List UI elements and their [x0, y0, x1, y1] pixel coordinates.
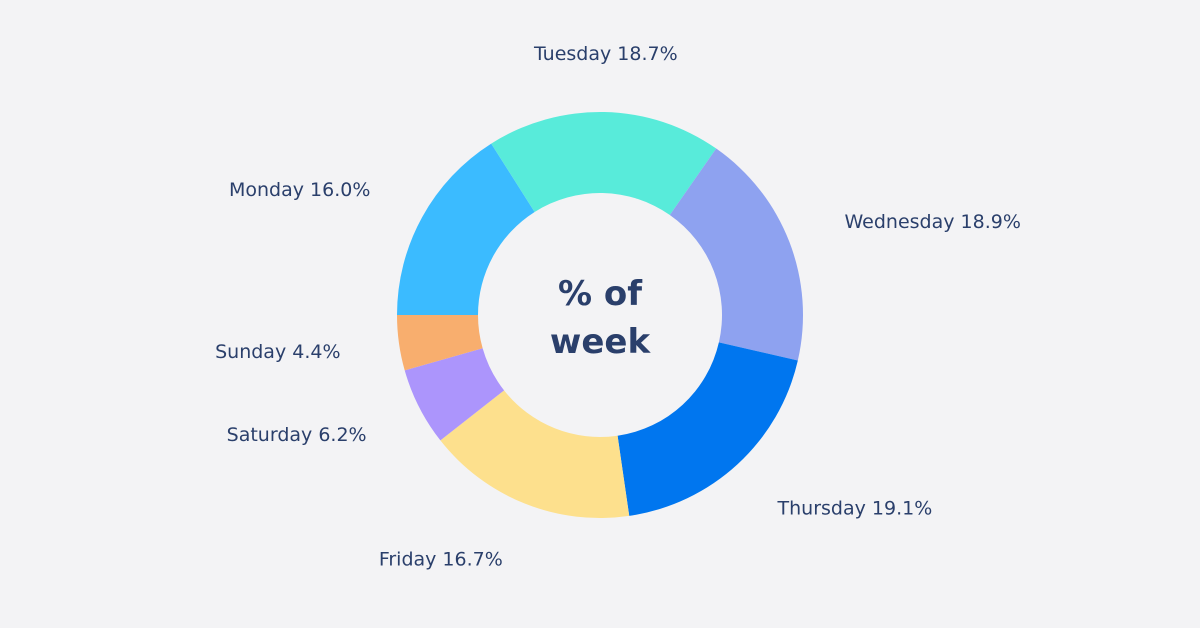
center-label-line-1: % of	[558, 274, 643, 314]
label-thursday: Thursday 19.1%	[777, 498, 933, 520]
center-label-line-2: week	[550, 322, 652, 362]
label-sunday: Sunday 4.4%	[215, 341, 340, 363]
slice-labels: Monday 16.0% Tuesday 18.7% Wednesday 18.9%…	[215, 43, 1021, 570]
slice-friday	[440, 390, 630, 519]
slice-sunday	[397, 315, 483, 371]
slice-thursday	[617, 342, 798, 516]
slice-wednesday	[669, 148, 803, 361]
label-wednesday: Wednesday 18.9%	[845, 211, 1021, 233]
label-tuesday: Tuesday 18.7%	[533, 43, 678, 65]
slice-tuesday	[491, 111, 717, 215]
label-monday: Monday 16.0%	[229, 179, 370, 201]
slice-monday	[397, 143, 535, 315]
label-friday: Friday 16.7%	[379, 548, 503, 570]
donut-slices	[397, 111, 803, 519]
label-saturday: Saturday 6.2%	[227, 424, 367, 446]
slice-saturday	[404, 348, 505, 441]
